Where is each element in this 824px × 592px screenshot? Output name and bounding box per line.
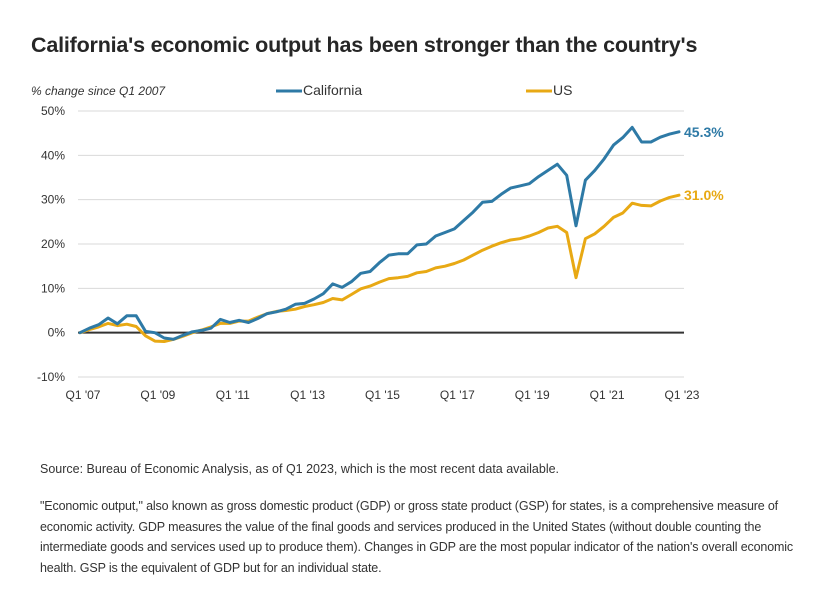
y-tick-label: 50% [41, 104, 65, 118]
y-tick-label: -10% [37, 370, 65, 384]
x-tick-label: Q1 '23 [665, 388, 700, 402]
x-tick-label: Q1 '13 [290, 388, 325, 402]
y-axis-label: % change since Q1 2007 [31, 84, 166, 98]
legend-label-california: California [303, 82, 362, 98]
y-tick-label: 30% [41, 193, 65, 207]
definition-note: "Economic output," also known as gross d… [40, 499, 794, 575]
source-note: Source: Bureau of Economic Analysis, as … [40, 462, 560, 476]
x-tick-label: Q1 '09 [140, 388, 175, 402]
line-chart: 50% 40% 30% 20% 10% 0% -10% Q1 '07 Q1 '09 Q1 '11… [31, 82, 724, 402]
x-tick-label: Q1 '15 [365, 388, 400, 402]
chart-title: California's economic output has been st… [31, 33, 698, 57]
series-line-us [78, 193, 681, 343]
x-tick-label: Q1 '11 [216, 388, 250, 402]
y-tick-label: 40% [41, 148, 65, 162]
x-tick-label: Q1 '19 [515, 388, 550, 402]
end-label-california: 45.3% [684, 124, 724, 140]
y-axis-ticks: 50% 40% 30% 20% 10% 0% -10% [37, 104, 65, 384]
end-label-us: 31.0% [684, 187, 724, 203]
y-tick-label: 10% [41, 281, 65, 295]
x-tick-label: Q1 '21 [590, 388, 625, 402]
x-tick-label: Q1 '17 [440, 388, 475, 402]
x-axis-ticks: Q1 '07 Q1 '09 Q1 '11 Q1 '13 Q1 '15 Q1 '17 Q1 '… [66, 388, 700, 402]
y-tick-label: 20% [41, 237, 65, 251]
legend: California US [276, 82, 572, 98]
y-tick-label: 0% [48, 326, 66, 340]
end-labels: 31.0% 45.3% [684, 124, 724, 203]
x-tick-label: Q1 '07 [66, 388, 101, 402]
series-lines [78, 125, 681, 343]
series-line-california [78, 125, 681, 341]
legend-label-us: US [553, 82, 572, 98]
gridlines [78, 110, 684, 378]
